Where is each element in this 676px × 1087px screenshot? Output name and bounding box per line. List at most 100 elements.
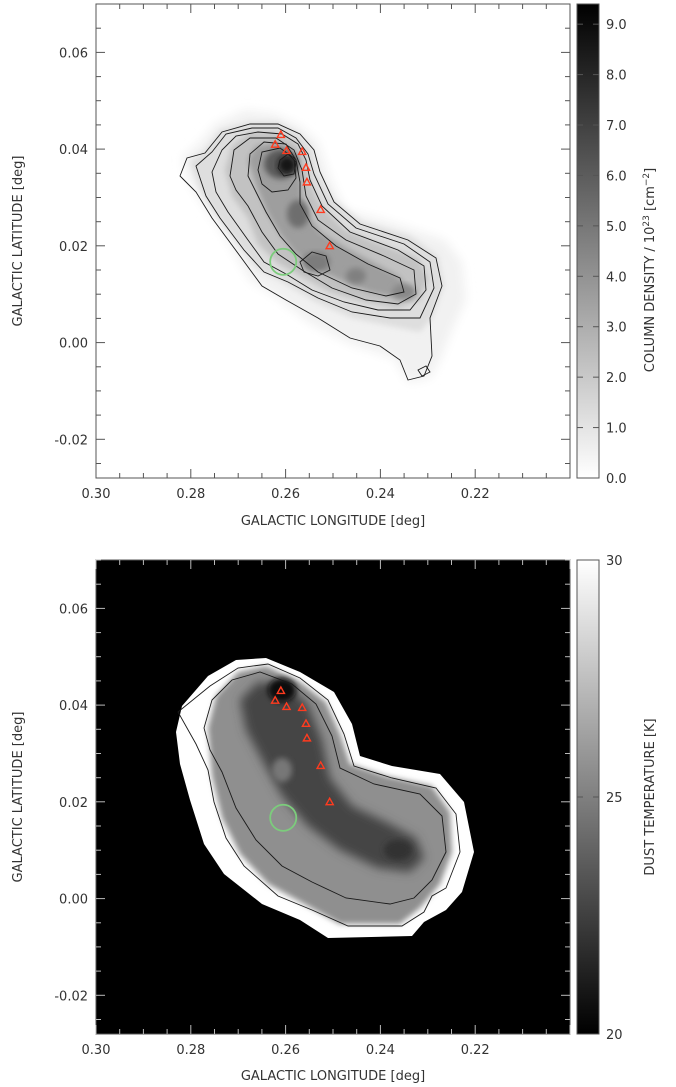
panel-column-density: 0.30 0.28 0.26 0.24 0.22 -0.02 0.00 0.02 0.04 0.… (11, 3, 658, 529)
cold-core-east (384, 840, 412, 860)
source-marker-triangle (324, 240, 335, 250)
source-marker-triangle (301, 162, 311, 172)
y-tick-label: 0.04 (59, 143, 88, 158)
y-tick-label: -0.02 (54, 433, 88, 448)
x-tick-label: 0.28 (176, 487, 205, 502)
x-tick-labels: 0.30 0.28 0.26 0.24 0.22 (82, 1043, 490, 1058)
x-tick-label: 0.30 (82, 487, 111, 502)
colorbar-tick-label: 2.0 (606, 371, 627, 386)
source-marker-triangle (270, 139, 280, 148)
source-marker-triangle (276, 685, 286, 695)
source-marker-triangle (281, 145, 292, 155)
colorbar-tick-label: 0.0 (606, 472, 627, 487)
contour-level-5 (247, 141, 405, 297)
density-contours (179, 123, 443, 381)
colorbar-tick-label: 9.0 (606, 18, 627, 33)
panel-dust-temperature: 0.30 0.28 0.26 0.24 0.22 -0.02 0.00 0.02 0.04 0.… (11, 554, 658, 1084)
beam-circle (269, 803, 298, 832)
dense-core-south (302, 252, 330, 272)
y-axis-label: GALACTIC LATITUDE [deg] (11, 712, 26, 883)
temperature-contours (177, 663, 461, 927)
axis-ticks (95, 3, 571, 478)
y-tick-label: -0.02 (54, 989, 88, 1004)
x-axis-label: GALACTIC LONGITUDE [deg] (241, 514, 425, 529)
source-marker-triangle (276, 129, 286, 139)
source-marker-triangle (301, 718, 311, 728)
contour-level-3 (211, 131, 427, 311)
contour-level-1 (179, 123, 443, 381)
y-tick-labels: -0.02 0.00 0.02 0.04 0.06 (54, 46, 88, 448)
source-marker-triangle (315, 204, 326, 214)
dense-core-east (346, 268, 366, 284)
beam-circle (269, 247, 298, 276)
x-tick-label: 0.26 (271, 1043, 300, 1058)
dense-core-mid (287, 200, 309, 228)
x-axis-label: GALACTIC LONGITUDE [deg] (241, 1069, 425, 1084)
colorbar-tick-label: 25 (606, 791, 623, 806)
colorbar-tick-label: 20 (606, 1028, 623, 1043)
x-tick-label: 0.24 (366, 487, 395, 502)
source-marker-triangle (324, 796, 335, 806)
cloud-ridge (248, 142, 410, 298)
y-tick-label: 0.02 (59, 796, 88, 811)
circle-panel-1 (269, 247, 298, 276)
y-tick-label: 0.06 (59, 602, 88, 617)
colorbar-tick-label: 1.0 (606, 422, 627, 437)
contour-level-8 (299, 251, 331, 277)
axis-ticks (95, 559, 571, 1034)
y-tick-labels: -0.02 0.00 0.02 0.04 0.06 (54, 602, 88, 1004)
contour-level-4 (229, 137, 417, 305)
source-marker-triangle (297, 702, 307, 712)
x-tick-labels: 0.30 0.28 0.26 0.24 0.22 (82, 487, 490, 502)
colorbar-tick-label: 3.0 (606, 321, 627, 336)
x-tick-label: 0.22 (461, 1043, 490, 1058)
colorbar-tick-label: 4.0 (606, 270, 627, 285)
temperature-cold-ridge (240, 682, 424, 872)
colorbar-label: COLUMN DENSITY / 1023 [cm−2] (642, 168, 658, 372)
colorbar-tick-labels: 20 25 30 (606, 554, 623, 1043)
colorbar-tick-label: 30 (606, 554, 623, 569)
x-tick-label: 0.22 (461, 487, 490, 502)
source-marker-triangle (315, 760, 326, 770)
colorbar-ticks (577, 23, 599, 479)
contour-level-6 (257, 147, 297, 193)
cloud-image (179, 110, 466, 382)
y-tick-label: 0.00 (59, 337, 88, 352)
colorbar-tick-label: 6.0 (606, 169, 627, 184)
y-tick-label: 0.04 (59, 699, 88, 714)
colorbar-tick-label: 8.0 (606, 69, 627, 84)
colorbar-ticks (577, 559, 599, 1035)
source-marker-triangle (281, 701, 292, 711)
colorbar-tick-labels: 0.0 1.0 2.0 3.0 4.0 5.0 6.0 7.0 8.0 9.0 (606, 18, 627, 487)
colorbar-label: DUST TEMPERATURE [K] (643, 718, 658, 875)
contour-small-1 (417, 365, 431, 377)
colorbar: 20 25 30 DUST TEMPERATURE [K] (576, 554, 658, 1043)
y-tick-label: 0.06 (59, 46, 88, 61)
circle-panel-2 (269, 803, 298, 832)
colorbar-gradient (577, 4, 599, 478)
x-tick-label: 0.24 (366, 1043, 395, 1058)
source-marker-triangle (302, 176, 312, 186)
x-tick-label: 0.30 (82, 1043, 111, 1058)
y-tick-label: 0.00 (59, 893, 88, 908)
warm-spot (272, 758, 292, 782)
x-tick-label: 0.28 (176, 1043, 205, 1058)
contour-level-2 (195, 127, 435, 319)
source-marker-triangle (297, 146, 307, 156)
temperature-contour-inner (203, 671, 447, 905)
dense-core-peak (278, 156, 296, 174)
temperature-image (176, 658, 474, 938)
colorbar-frame (576, 3, 600, 479)
markers-panel-1 (270, 129, 335, 250)
x-tick-label: 0.26 (271, 487, 300, 502)
y-tick-label: 0.02 (59, 240, 88, 255)
colorbar-tick-label: 5.0 (606, 220, 627, 235)
markers-panel-2 (270, 685, 335, 806)
colorbar-tick-label: 7.0 (606, 119, 627, 134)
source-marker-triangle (302, 732, 312, 742)
source-marker-triangle (270, 695, 280, 704)
colorbar: 0.0 1.0 2.0 3.0 4.0 5.0 6.0 7.0 8.0 9.0 COLUMN DE… (576, 3, 658, 487)
colorbar-gradient (577, 560, 599, 1034)
temperature-contour-outer (177, 663, 461, 927)
